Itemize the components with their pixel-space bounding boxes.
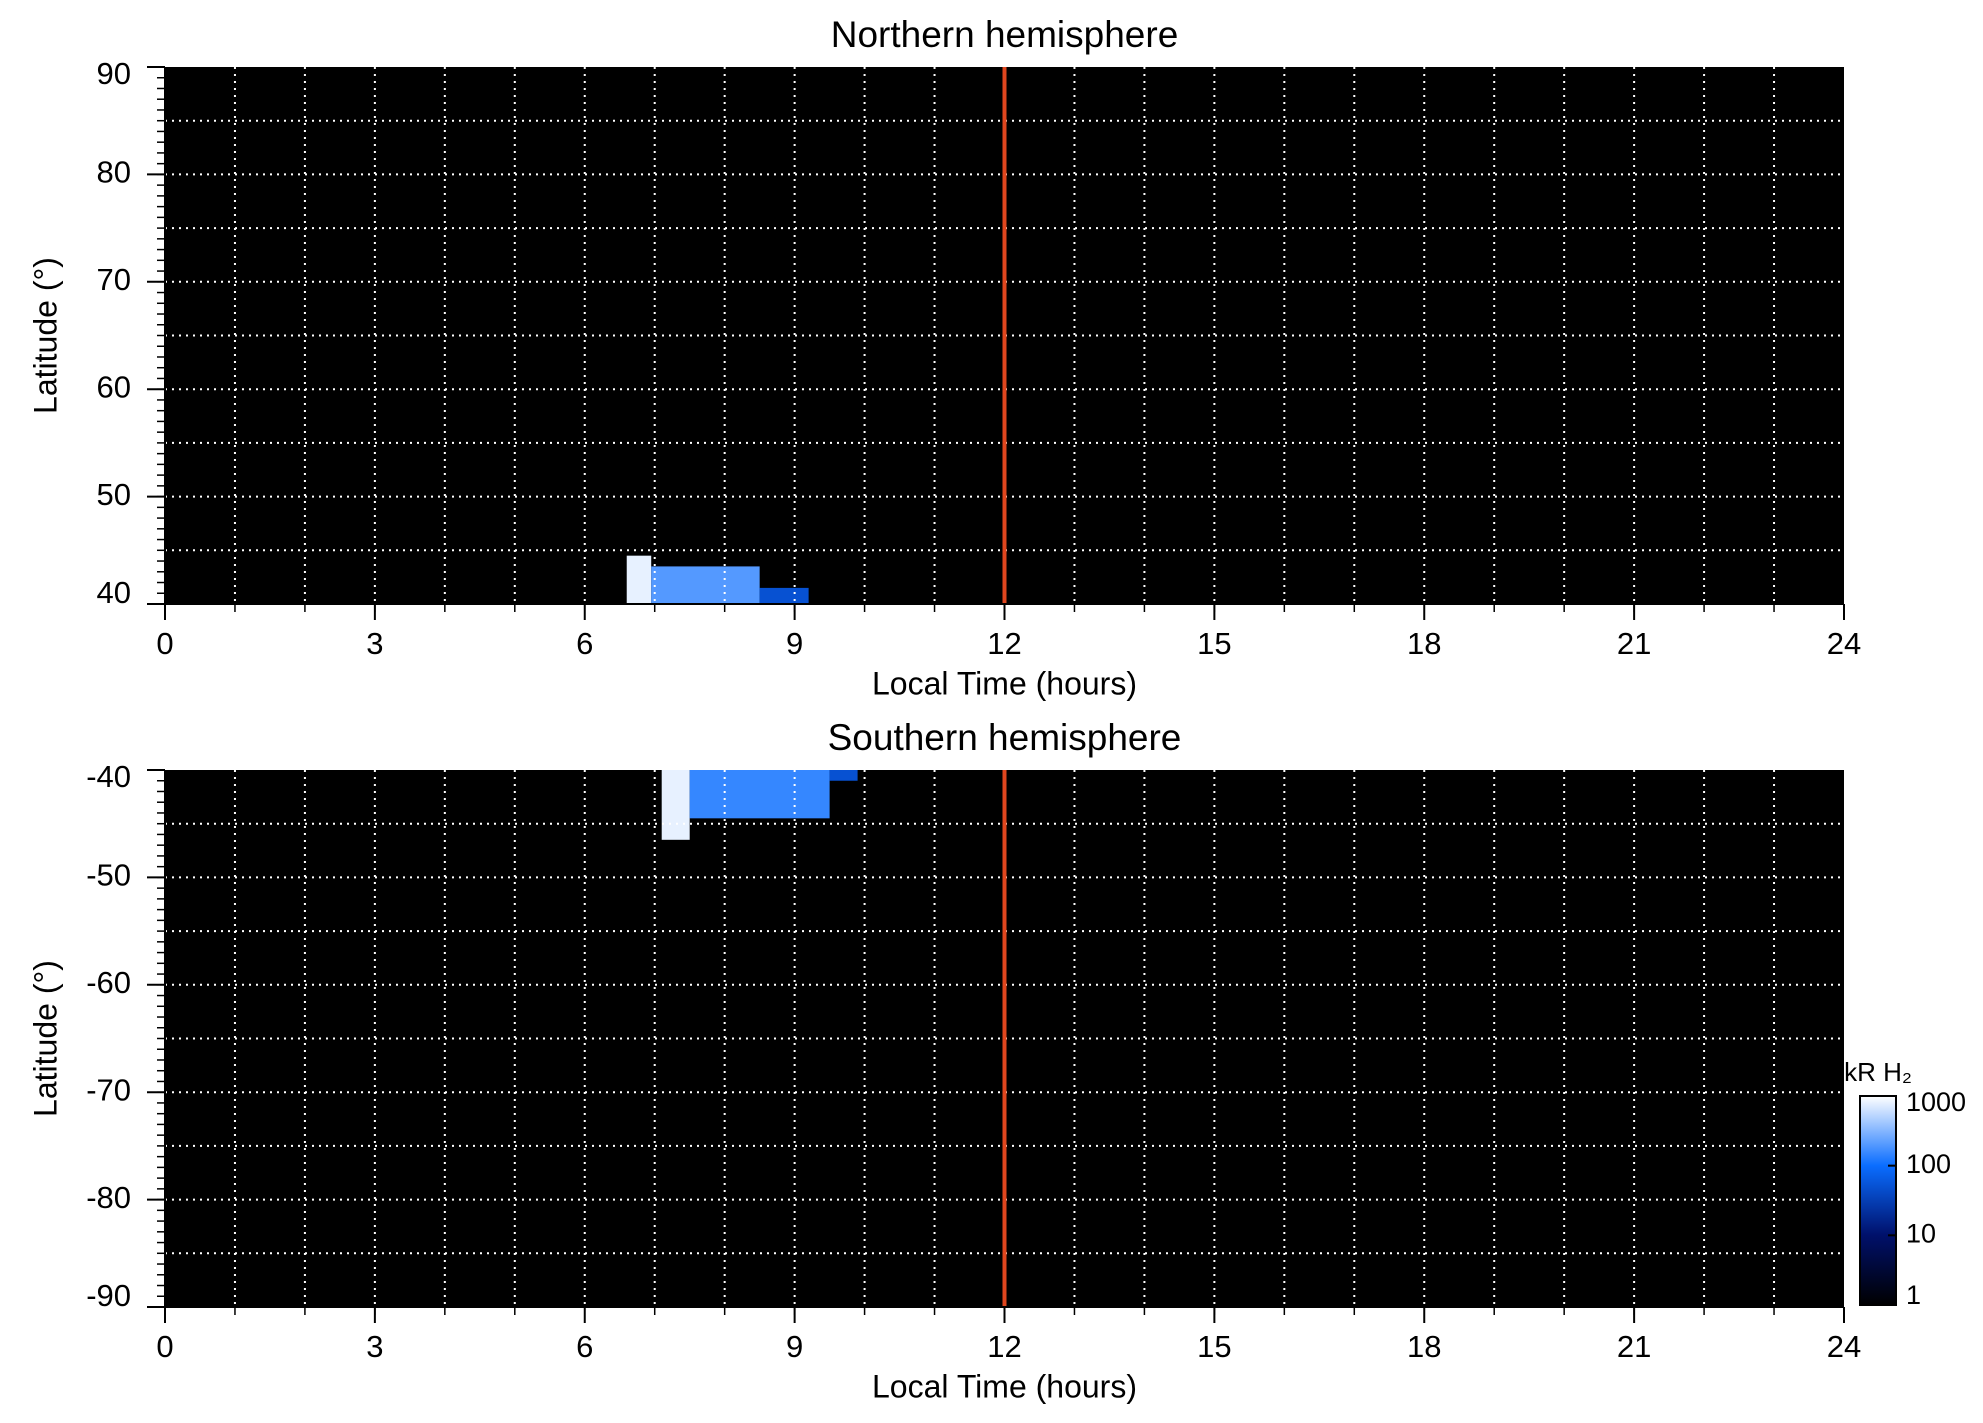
y-tick-label: -90 xyxy=(86,1278,131,1313)
x-tick-label: 6 xyxy=(576,1329,593,1364)
y-tick-label: -50 xyxy=(86,858,131,893)
x-tick-label: 21 xyxy=(1617,1329,1651,1364)
x-tick-label: 9 xyxy=(786,1329,803,1364)
y-tick-label: 90 xyxy=(97,56,131,91)
y-axis-label: Latitude (°) xyxy=(27,960,63,1117)
emission-region xyxy=(759,587,809,604)
x-axis-label: Local Time (hours) xyxy=(872,665,1137,701)
y-tick-label: 40 xyxy=(97,575,131,610)
x-tick-label: 3 xyxy=(366,1329,383,1364)
colorbar xyxy=(1859,1095,1897,1306)
chart-title: Southern hemisphere xyxy=(828,717,1182,758)
colorbar-tick-label: 1 xyxy=(1906,1280,1921,1310)
x-tick-label: 0 xyxy=(156,626,173,661)
y-tick-label: 50 xyxy=(97,477,131,512)
x-tick-label: 12 xyxy=(987,1329,1021,1364)
x-axis-label: Local Time (hours) xyxy=(872,1368,1137,1404)
emission-region xyxy=(829,770,858,781)
x-tick-label: 0 xyxy=(156,1329,173,1364)
colorbar-tick-label: 1000 xyxy=(1906,1087,1966,1117)
x-tick-label: 12 xyxy=(987,626,1021,661)
x-tick-label: 18 xyxy=(1407,1329,1441,1364)
emission-region xyxy=(626,555,652,604)
colorbar-label: kR H₂ xyxy=(1844,1057,1912,1087)
x-tick-label: 21 xyxy=(1617,626,1651,661)
y-tick-label: 70 xyxy=(97,262,131,297)
y-tick-label: -80 xyxy=(86,1180,131,1215)
x-tick-label: 15 xyxy=(1197,1329,1231,1364)
colorbar-tick-label: 10 xyxy=(1906,1218,1936,1248)
x-tick-label: 18 xyxy=(1407,626,1441,661)
y-tick-label: -60 xyxy=(86,965,131,1000)
y-tick-label: 60 xyxy=(97,369,131,404)
x-tick-label: 3 xyxy=(366,626,383,661)
x-tick-label: 9 xyxy=(786,626,803,661)
y-tick-label: 80 xyxy=(97,155,131,190)
x-tick-label: 15 xyxy=(1197,626,1231,661)
chart-title: Northern hemisphere xyxy=(831,14,1179,55)
colorbar-tick-label: 100 xyxy=(1906,1149,1951,1179)
y-tick-label: -70 xyxy=(86,1072,131,1107)
y-axis-label: Latitude (°) xyxy=(27,257,63,414)
emission-region xyxy=(661,770,690,840)
emission-region xyxy=(689,770,830,819)
emission-region xyxy=(651,566,760,604)
x-tick-label: 6 xyxy=(576,626,593,661)
x-tick-label: 24 xyxy=(1827,626,1861,661)
x-tick-label: 24 xyxy=(1827,1329,1861,1364)
y-tick-label: -40 xyxy=(86,759,131,794)
